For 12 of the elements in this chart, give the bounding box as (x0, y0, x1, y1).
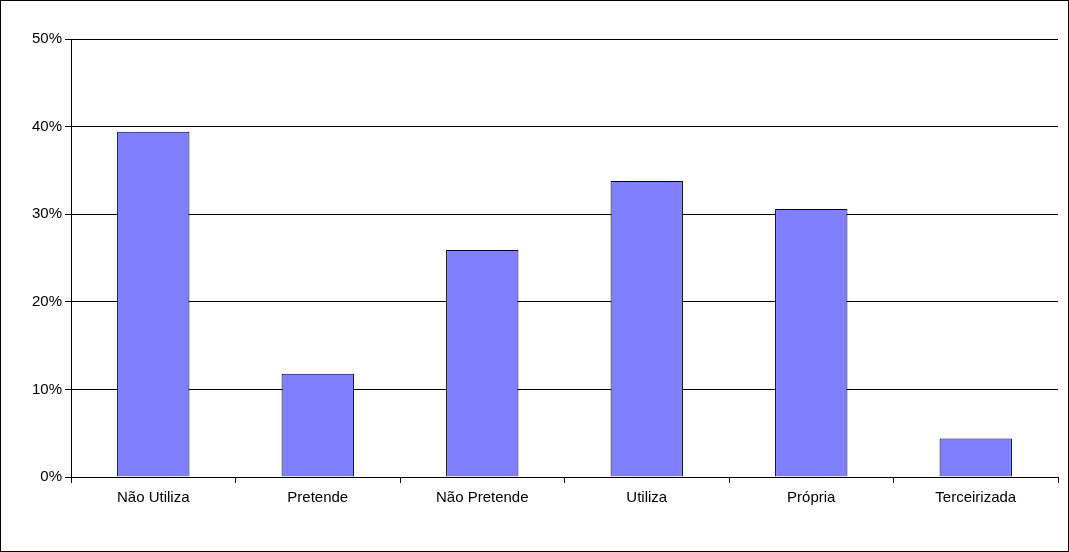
y-tick-label: 20% (31, 291, 63, 309)
x-tick-label: Terceirizada (935, 488, 1017, 506)
x-tick-label: Utiliza (626, 488, 668, 506)
y-tick-label: 40% (31, 116, 63, 134)
x-tick-label: Não Pretende (435, 488, 529, 506)
y-tick-label: 10% (31, 379, 63, 397)
x-tick-label: Não Utiliza (117, 488, 191, 506)
y-tick-label: 0% (40, 467, 63, 485)
x-tick-label: Própria (787, 488, 837, 506)
x-tick-label: Pretende (287, 488, 349, 506)
y-tick-label: 50% (31, 29, 63, 47)
y-tick-label: 30% (31, 204, 63, 222)
